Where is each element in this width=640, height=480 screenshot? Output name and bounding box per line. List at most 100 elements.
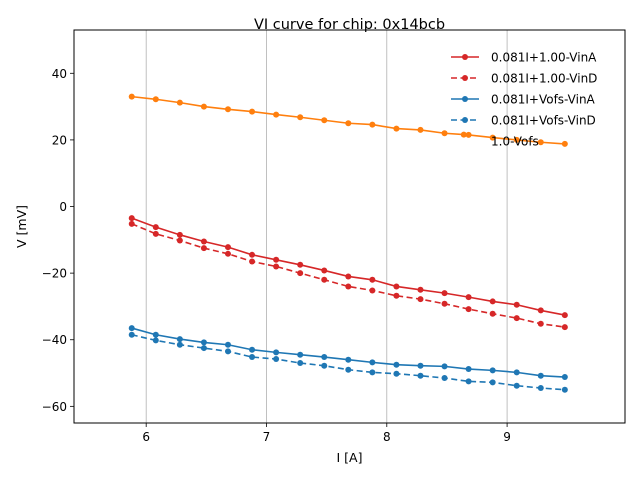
legend-marker (462, 75, 468, 81)
data-point (128, 331, 135, 338)
data-point (273, 356, 280, 363)
data-point (561, 140, 568, 147)
data-point (537, 385, 544, 392)
data-point (537, 139, 544, 146)
data-point (152, 337, 159, 344)
series-4 (128, 331, 568, 393)
data-point (345, 120, 352, 127)
chart-title: VI curve for chip: 0x14bcb (254, 17, 445, 33)
data-point (128, 215, 135, 222)
data-point (249, 258, 256, 265)
data-point (200, 103, 207, 110)
data-point (321, 117, 328, 124)
data-point (441, 290, 448, 297)
data-point (200, 238, 207, 245)
data-point (441, 363, 448, 370)
data-point (561, 374, 568, 381)
data-point (224, 341, 231, 348)
data-point (297, 351, 304, 358)
x-axis-label: I [A] (337, 450, 363, 465)
data-point (249, 346, 256, 353)
data-point (513, 315, 520, 322)
y-tick-label: −40 (42, 333, 67, 347)
series-3 (128, 325, 568, 381)
data-point (417, 372, 424, 379)
data-point (393, 292, 400, 299)
legend-marker (462, 96, 468, 102)
y-tick-label: 20 (52, 133, 67, 147)
data-point (393, 370, 400, 377)
data-point (393, 125, 400, 132)
data-point (489, 298, 496, 305)
legend-label: 0.081I+1.00-VinD (491, 72, 597, 86)
data-point (489, 134, 496, 141)
y-axis-label: V [mV] (14, 205, 29, 248)
data-point (393, 361, 400, 368)
data-point (200, 345, 207, 352)
grid-lines (145, 30, 508, 423)
data-point (176, 99, 183, 106)
legend-entry-2: 0.081I+1.00-VinD (451, 72, 597, 86)
data-point (297, 360, 304, 367)
data-point (369, 276, 376, 283)
data-point (489, 367, 496, 374)
legend-label: 1.0-Vofs (491, 135, 539, 149)
data-point (321, 362, 328, 369)
data-point (321, 276, 328, 283)
data-point (297, 114, 304, 121)
data-point (513, 301, 520, 308)
data-point (369, 121, 376, 128)
data-point (224, 106, 231, 113)
data-point (561, 312, 568, 319)
data-point (224, 244, 231, 251)
data-point (345, 356, 352, 363)
data-point (273, 349, 280, 356)
legend: 0.081I+1.00-VinA 0.081I+1.00-VinD 0.081I+V… (451, 51, 597, 149)
data-point (417, 362, 424, 369)
data-point (417, 126, 424, 133)
data-point (465, 366, 472, 373)
data-point (460, 131, 467, 138)
data-point (513, 136, 520, 143)
legend-label: 0.081I+Vofs-VinA (491, 93, 596, 107)
legend-marker (462, 54, 468, 60)
data-point (152, 224, 159, 231)
data-point (273, 263, 280, 270)
y-tick-label: 0 (59, 200, 67, 214)
data-point (441, 130, 448, 137)
data-point (465, 131, 472, 138)
data-point (224, 348, 231, 355)
y-tick-label: −60 (42, 400, 67, 414)
data-point (345, 273, 352, 280)
data-point (176, 341, 183, 348)
legend-entry-5: 1.0-Vofs (491, 135, 539, 149)
x-tick-label: 8 (383, 430, 391, 444)
legend-entry-3: 0.081I+Vofs-VinA (451, 93, 596, 107)
data-point (200, 339, 207, 346)
y-tick-label: −20 (42, 267, 67, 281)
data-point (393, 283, 400, 290)
legend-entry-1: 0.081I+1.00-VinA (451, 51, 597, 65)
data-point (369, 287, 376, 294)
data-point (465, 306, 472, 313)
data-point (152, 230, 159, 237)
data-point (249, 108, 256, 115)
data-point (297, 270, 304, 277)
series-line (131, 95, 565, 145)
data-point (249, 354, 256, 361)
data-point (489, 379, 496, 386)
data-point (224, 250, 231, 257)
series-5 (128, 93, 568, 147)
data-point (128, 93, 135, 100)
data-point (441, 375, 448, 382)
legend-label: 0.081I+Vofs-VinD (491, 114, 596, 128)
axis-ticks: 6 7 8 9 40 20 0 −20 −40 −60 (42, 67, 511, 444)
y-tick-label: 40 (52, 67, 67, 81)
data-point (561, 386, 568, 393)
data-point (513, 369, 520, 376)
data-point (417, 286, 424, 293)
legend-marker (462, 117, 468, 123)
legend-entry-4: 0.081I+Vofs-VinD (451, 114, 596, 128)
data-point (128, 325, 135, 332)
